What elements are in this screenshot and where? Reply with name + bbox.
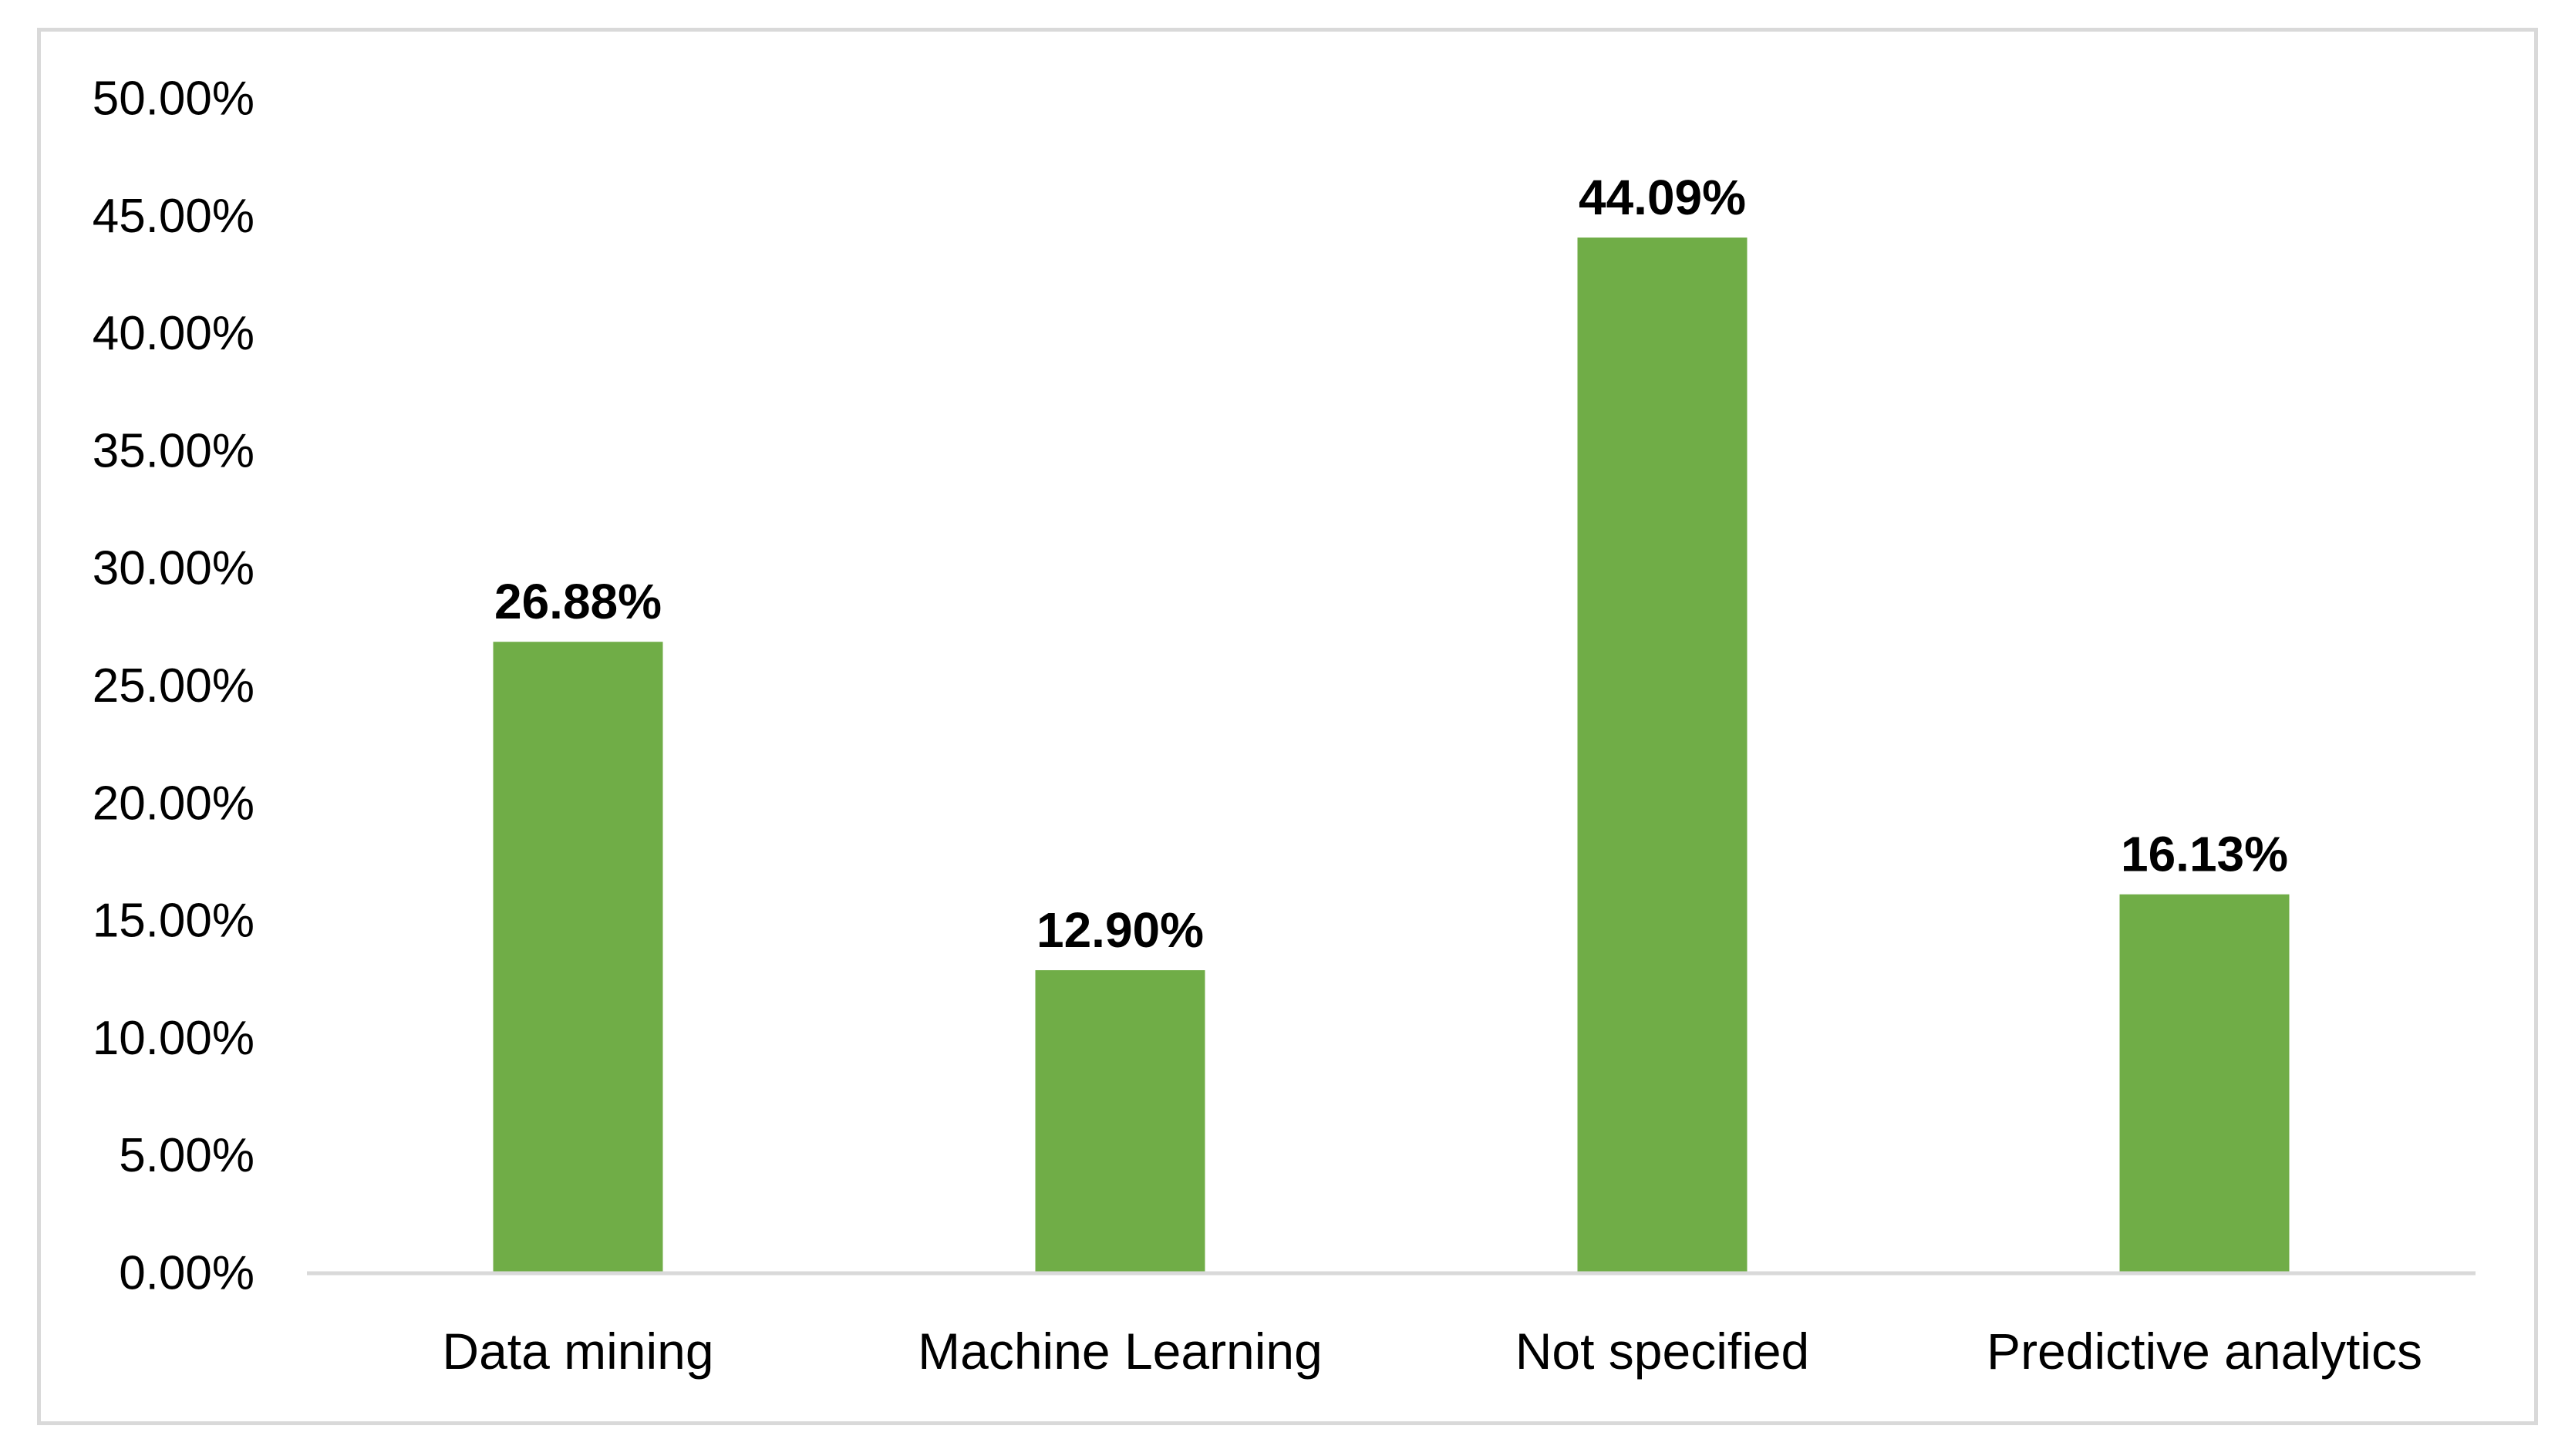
y-tick-label: 35.00% — [93, 424, 254, 477]
y-tick-label: 50.00% — [93, 72, 254, 126]
category-labels: Data mining Machine Learning Not specified… — [442, 1323, 2422, 1380]
y-axis-ticks: 0.00% 5.00% 10.00% 15.00% 20.00% 25.00% 30.00%… — [93, 72, 254, 1300]
y-tick-label: 10.00% — [93, 1012, 254, 1065]
bar — [1577, 238, 1748, 1274]
y-tick-label: 15.00% — [93, 895, 254, 948]
data-labels: 26.88% 12.90% 44.09% 16.13% — [494, 170, 2288, 958]
category-label: Predictive analytics — [1987, 1323, 2422, 1380]
data-label: 44.09% — [1579, 170, 1746, 225]
category-label: Not specified — [1515, 1323, 1810, 1380]
y-tick-label: 0.00% — [119, 1247, 254, 1300]
bar — [493, 642, 663, 1273]
y-tick-label: 45.00% — [93, 190, 254, 243]
category-label: Machine Learning — [918, 1323, 1323, 1380]
data-label: 12.90% — [1036, 902, 1204, 958]
y-tick-label: 25.00% — [93, 659, 254, 713]
y-tick-label: 5.00% — [119, 1129, 254, 1182]
bar — [1035, 970, 1205, 1273]
bars — [493, 238, 2290, 1274]
bar — [2119, 894, 2290, 1273]
y-tick-label: 20.00% — [93, 777, 254, 830]
data-label: 16.13% — [2121, 827, 2288, 882]
y-tick-label: 40.00% — [93, 307, 254, 360]
category-label: Data mining — [442, 1323, 713, 1380]
data-label: 26.88% — [494, 574, 662, 629]
y-tick-label: 30.00% — [93, 542, 254, 595]
